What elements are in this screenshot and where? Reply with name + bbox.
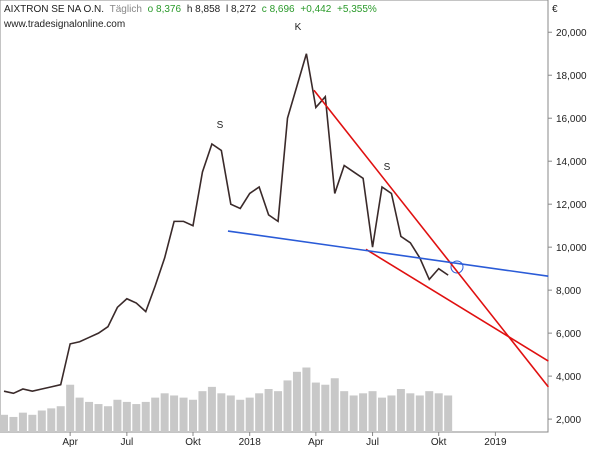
volume-bar: [85, 401, 94, 432]
plot-frame: [0, 0, 549, 433]
volume-bar: [340, 391, 349, 432]
x-tick-label: Apr: [62, 437, 78, 448]
trendline: [227, 230, 549, 277]
volume-bar: [170, 395, 179, 432]
volume-bar: [274, 391, 283, 432]
volume-bar: [18, 412, 27, 432]
y-tick-label: 6,000: [556, 329, 581, 340]
volume-bar: [292, 371, 301, 432]
period: Täglich: [110, 4, 142, 15]
volume-bar: [132, 404, 141, 432]
y-tick-label: 8,000: [556, 286, 581, 297]
volume-bar: [198, 391, 207, 432]
change: +0,442: [300, 4, 331, 15]
volume-bar: [151, 397, 160, 432]
volume-bar: [37, 410, 46, 432]
change-pct: +5,355%: [337, 4, 377, 15]
y-tick-label: 18,000: [556, 71, 587, 82]
volume-bar: [330, 378, 339, 432]
volume-bar: [406, 393, 415, 432]
y-tick-label: 4,000: [556, 372, 581, 383]
x-tick-label: Jul: [366, 437, 379, 448]
header: AIXTRON SE NA O.N. Täglich o 8,376 h 8,8…: [4, 4, 377, 15]
volume-bar: [217, 393, 226, 432]
volume-bar: [264, 389, 273, 432]
trendline: [365, 248, 549, 362]
volume-bar: [47, 408, 56, 432]
volume-bar: [226, 395, 235, 432]
pattern-label: S: [217, 120, 224, 131]
y-unit: €: [552, 4, 558, 15]
pattern-label: K: [295, 22, 302, 33]
x-tick-label: 2019: [484, 437, 507, 448]
intersection-marker: [450, 260, 464, 274]
volume-bar: [94, 404, 103, 432]
volume-bar: [444, 395, 453, 432]
y-tick-label: 2,000: [556, 415, 581, 426]
open: o 8,376: [148, 4, 182, 15]
volume-bar: [56, 406, 65, 432]
volume-bar: [236, 399, 245, 432]
x-tick-label: Okt: [431, 437, 447, 448]
volume-bar: [179, 397, 188, 432]
price-line: [3, 53, 449, 395]
y-tick-label: 20,000: [556, 28, 587, 39]
high: h 8,858: [187, 4, 221, 15]
pattern-label: S: [384, 162, 391, 173]
volume-bar: [321, 384, 330, 432]
volume-bar: [302, 367, 311, 432]
volume-bar: [122, 401, 131, 432]
volume-bar: [189, 399, 197, 432]
volume-bar: [396, 389, 405, 432]
low: l 8,272: [226, 4, 256, 15]
volume-bar: [311, 382, 320, 432]
close: c 8,696: [262, 4, 295, 15]
x-tick-label: Apr: [308, 437, 324, 448]
x-tick-label: 2018: [239, 437, 262, 448]
volume-bar: [141, 401, 150, 432]
volume-bar: [434, 393, 443, 432]
volume-bar: [28, 414, 37, 432]
volume-bar: [207, 386, 216, 432]
volume-bar: [255, 393, 264, 432]
y-tick-label: 12,000: [556, 200, 587, 211]
x-tick-label: Jul: [120, 437, 133, 448]
volume-bar: [75, 397, 84, 432]
volume-bar: [66, 384, 75, 432]
volume-bar: [9, 416, 18, 432]
volume-bar: [387, 395, 396, 432]
source: www.tradesignalonline.com: [3, 19, 125, 30]
y-tick-label: 10,000: [556, 243, 587, 254]
volume-bar: [349, 395, 358, 432]
volume-bar: [283, 380, 292, 432]
y-tick-label: 16,000: [556, 114, 587, 125]
y-tick-label: 14,000: [556, 157, 587, 168]
volume-bar: [103, 406, 112, 432]
symbol: AIXTRON SE NA O.N.: [4, 4, 104, 15]
x-tick-label: Okt: [185, 437, 201, 448]
volume-bar: [0, 414, 8, 432]
volume-bar: [245, 397, 254, 432]
volume-bar: [378, 397, 386, 432]
volume-bar: [415, 395, 424, 432]
volume-bar: [359, 393, 368, 432]
volume-bar: [425, 391, 434, 432]
volume-bar: [368, 391, 377, 432]
volume-bar: [113, 399, 122, 432]
volume-bar: [160, 393, 169, 432]
